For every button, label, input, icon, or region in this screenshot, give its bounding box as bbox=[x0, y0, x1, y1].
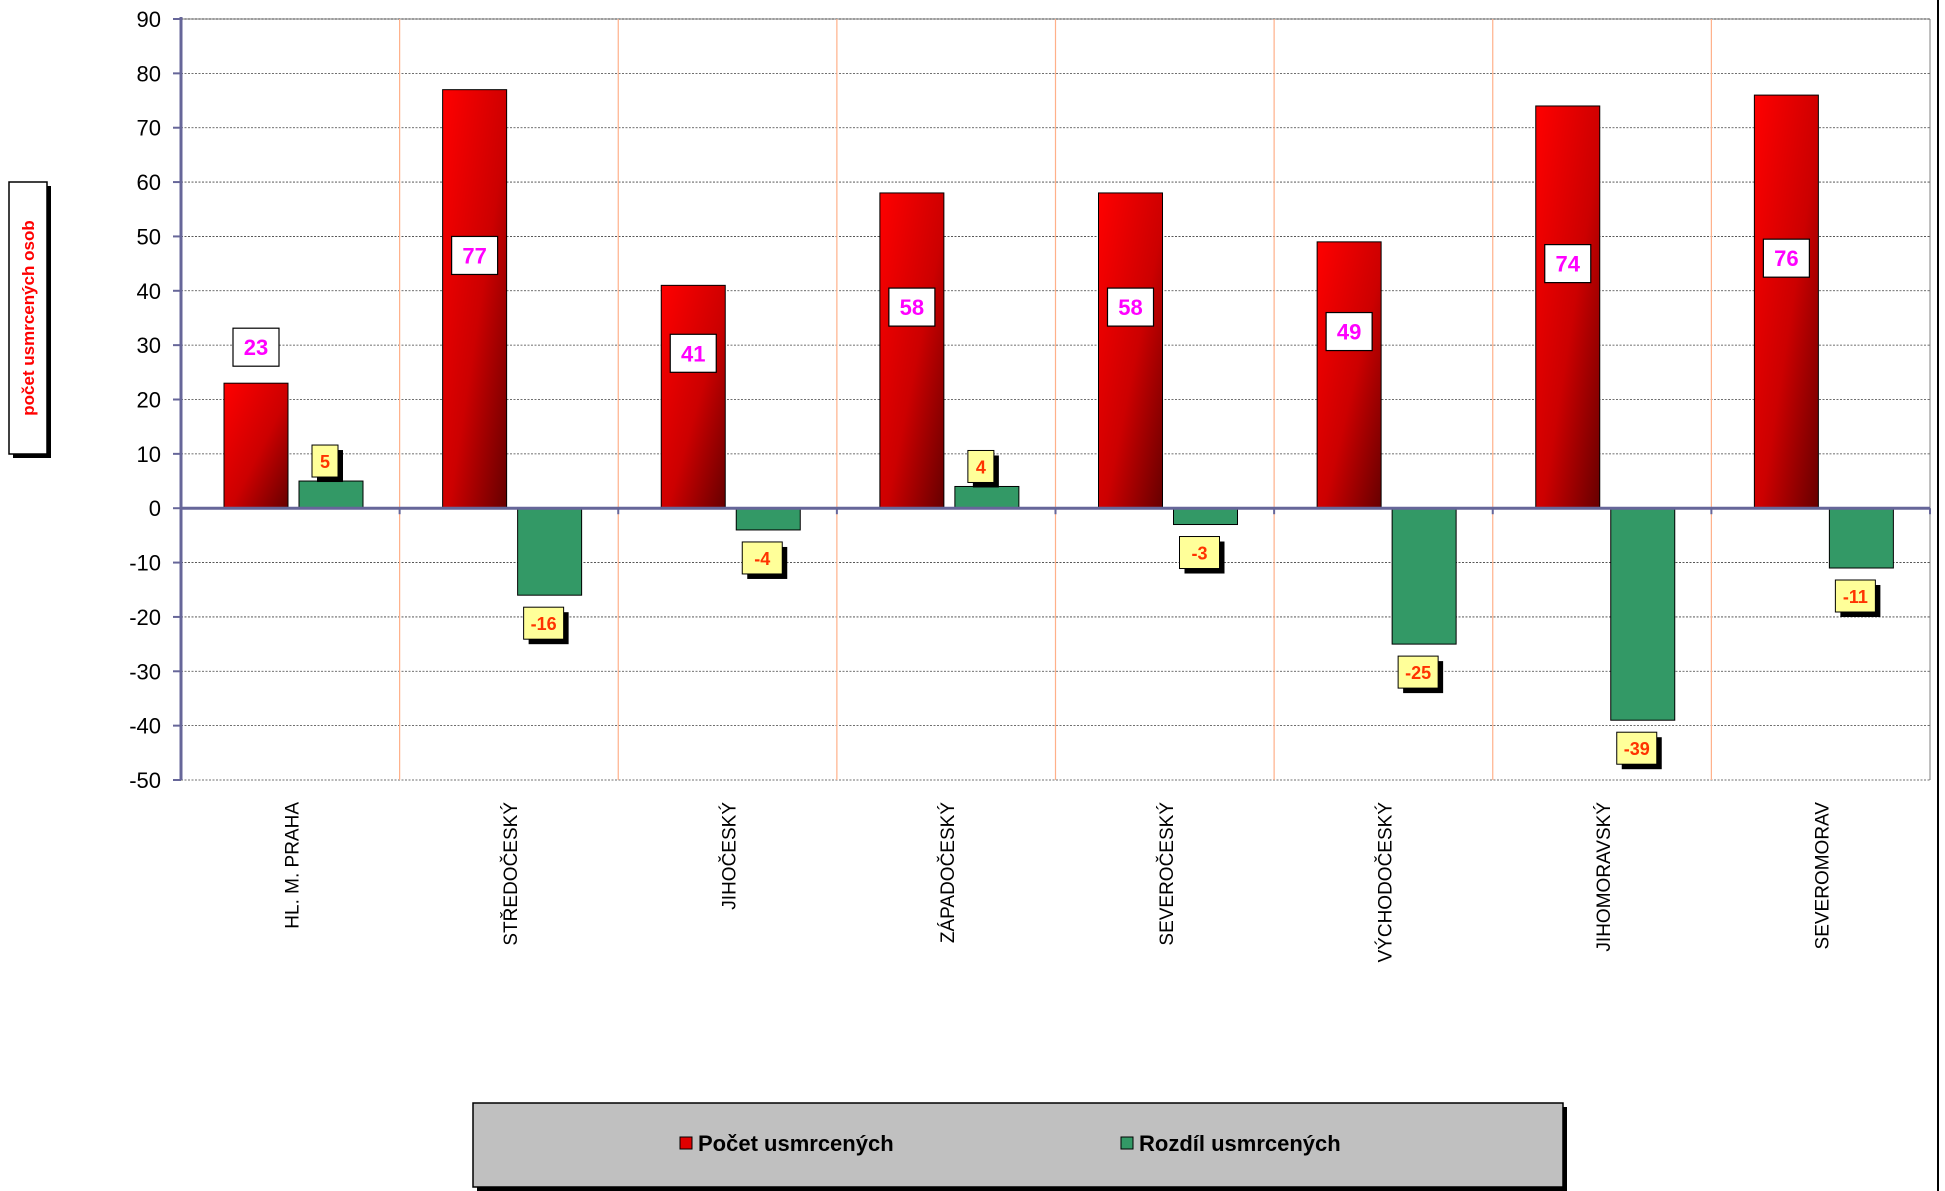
x-category-label: SEVEROČESKÝ bbox=[1156, 802, 1178, 946]
data-label-box-b bbox=[1397, 655, 1439, 689]
y-tick-label: 50 bbox=[137, 224, 161, 249]
data-label-box-b bbox=[741, 541, 783, 575]
data-label-box-a bbox=[1106, 287, 1155, 327]
y-axis-title-text: počet usmrcených osob bbox=[19, 220, 38, 416]
bar-pocet-usmrcenych bbox=[1098, 192, 1163, 509]
legend-label-series-b: Rozdíl usmrcených bbox=[1139, 1131, 1341, 1156]
y-tick-label: -30 bbox=[129, 659, 161, 684]
data-label-a: 76 bbox=[1774, 246, 1798, 271]
data-label-box-a bbox=[669, 333, 717, 373]
category-separators bbox=[399, 19, 1712, 780]
data-label-box-b bbox=[1616, 731, 1658, 765]
y-tick-label: 90 bbox=[137, 7, 161, 32]
data-label-a: 58 bbox=[1118, 295, 1142, 320]
y-tick-label: 30 bbox=[137, 333, 161, 358]
legend-swatch-series-a bbox=[679, 1136, 693, 1150]
data-label-box-a bbox=[1544, 244, 1592, 284]
y-tick-label: -50 bbox=[129, 768, 161, 793]
y-tick-label: 60 bbox=[137, 170, 161, 195]
data-label-box-a bbox=[1762, 238, 1810, 278]
bar-pocet-usmrcenych bbox=[223, 382, 289, 509]
bar-pocet-usmrcenych bbox=[1535, 105, 1601, 509]
data-label-b: -16 bbox=[531, 614, 557, 634]
data-label-box-a bbox=[1325, 311, 1373, 352]
data-label-box-b bbox=[967, 449, 995, 483]
bar-rozdil-usmrcenych bbox=[1610, 507, 1676, 721]
y-tick-label: 70 bbox=[137, 116, 161, 141]
y-tick-label: -40 bbox=[129, 714, 161, 739]
bar-pocet-usmrcenych bbox=[1316, 241, 1382, 509]
x-category-label: JIHOMORAVSKÝ bbox=[1594, 802, 1615, 952]
y-tick-label: -10 bbox=[129, 551, 161, 576]
data-label-a: 41 bbox=[681, 341, 705, 366]
data-labels: 23 5 77 -16 41 -4 58 4 58 -3 49 -25 74 -39 76 -11 bbox=[232, 235, 1881, 770]
data-label-box-b bbox=[1834, 579, 1876, 613]
data-label-b: -4 bbox=[754, 549, 770, 569]
bar-rozdil-usmrcenych bbox=[517, 507, 583, 596]
data-label-b: -3 bbox=[1191, 544, 1207, 564]
data-label-b: 4 bbox=[976, 457, 986, 477]
legend-label-series-a: Počet usmrcených bbox=[698, 1131, 894, 1156]
data-label-box-a bbox=[451, 235, 499, 276]
bar-rozdil-usmrcenych bbox=[298, 480, 364, 509]
y-axis-title: počet usmrcených osob bbox=[8, 181, 51, 458]
data-label-box-b bbox=[311, 444, 339, 478]
legend-box bbox=[472, 1102, 1564, 1188]
x-category-label: SEVEROMORAV bbox=[1813, 802, 1834, 950]
data-label-box-a bbox=[888, 287, 936, 327]
bars bbox=[223, 89, 1894, 721]
data-label-a: 23 bbox=[244, 335, 268, 360]
bar-pocet-usmrcenych bbox=[660, 284, 726, 509]
axes: 90 80 70 60 50 40 30 20 10 0 -10 -20 -30 -40 -50 HL. M.… bbox=[129, 7, 1931, 963]
data-label-a: 74 bbox=[1556, 252, 1581, 277]
bar-pocet-usmrcenych bbox=[442, 89, 508, 509]
data-label-b: -39 bbox=[1624, 739, 1650, 759]
data-label-b: -25 bbox=[1405, 663, 1431, 683]
x-category-label: VÝCHODOČESKÝ bbox=[1374, 802, 1396, 963]
data-label-a: 58 bbox=[900, 295, 924, 320]
bar-rozdil-usmrcenych bbox=[1828, 507, 1894, 569]
x-category-label: ZÁPADOČESKÝ bbox=[937, 802, 959, 943]
legend-swatch-series-b bbox=[1120, 1136, 1134, 1150]
x-category-label: HL. M. PRAHA bbox=[282, 802, 303, 929]
bar-rozdil-usmrcenych bbox=[1391, 507, 1457, 645]
data-label-a: 77 bbox=[462, 243, 486, 268]
y-tick-label: 40 bbox=[137, 279, 161, 304]
y-tick-label: -20 bbox=[129, 605, 161, 630]
y-tick-label: 10 bbox=[137, 442, 161, 467]
bar-pocet-usmrcenych bbox=[879, 192, 945, 509]
bar-rozdil-usmrcenych bbox=[954, 485, 1020, 509]
data-label-a: 49 bbox=[1337, 320, 1361, 345]
bar-pocet-usmrcenych bbox=[1753, 94, 1819, 509]
data-label-box-a bbox=[232, 327, 280, 367]
x-category-label: JIHOČESKÝ bbox=[719, 802, 741, 910]
data-label-box-b bbox=[523, 606, 565, 640]
y-tick-label: 20 bbox=[137, 388, 161, 413]
data-label-b: -11 bbox=[1843, 587, 1868, 607]
y-axis-title-box bbox=[8, 181, 48, 455]
data-label-b: 5 bbox=[320, 452, 330, 472]
data-label-box-b bbox=[1179, 536, 1220, 570]
legend: Počet usmrcených Rozdíl usmrcených bbox=[472, 1102, 1567, 1191]
y-tick-label: 80 bbox=[137, 61, 161, 86]
x-category-label: STŘEDOČESKÝ bbox=[500, 802, 522, 946]
bar-rozdil-usmrcenych bbox=[735, 507, 801, 531]
y-tick-label: 0 bbox=[149, 496, 161, 521]
bar-rozdil-usmrcenych bbox=[1173, 507, 1238, 526]
